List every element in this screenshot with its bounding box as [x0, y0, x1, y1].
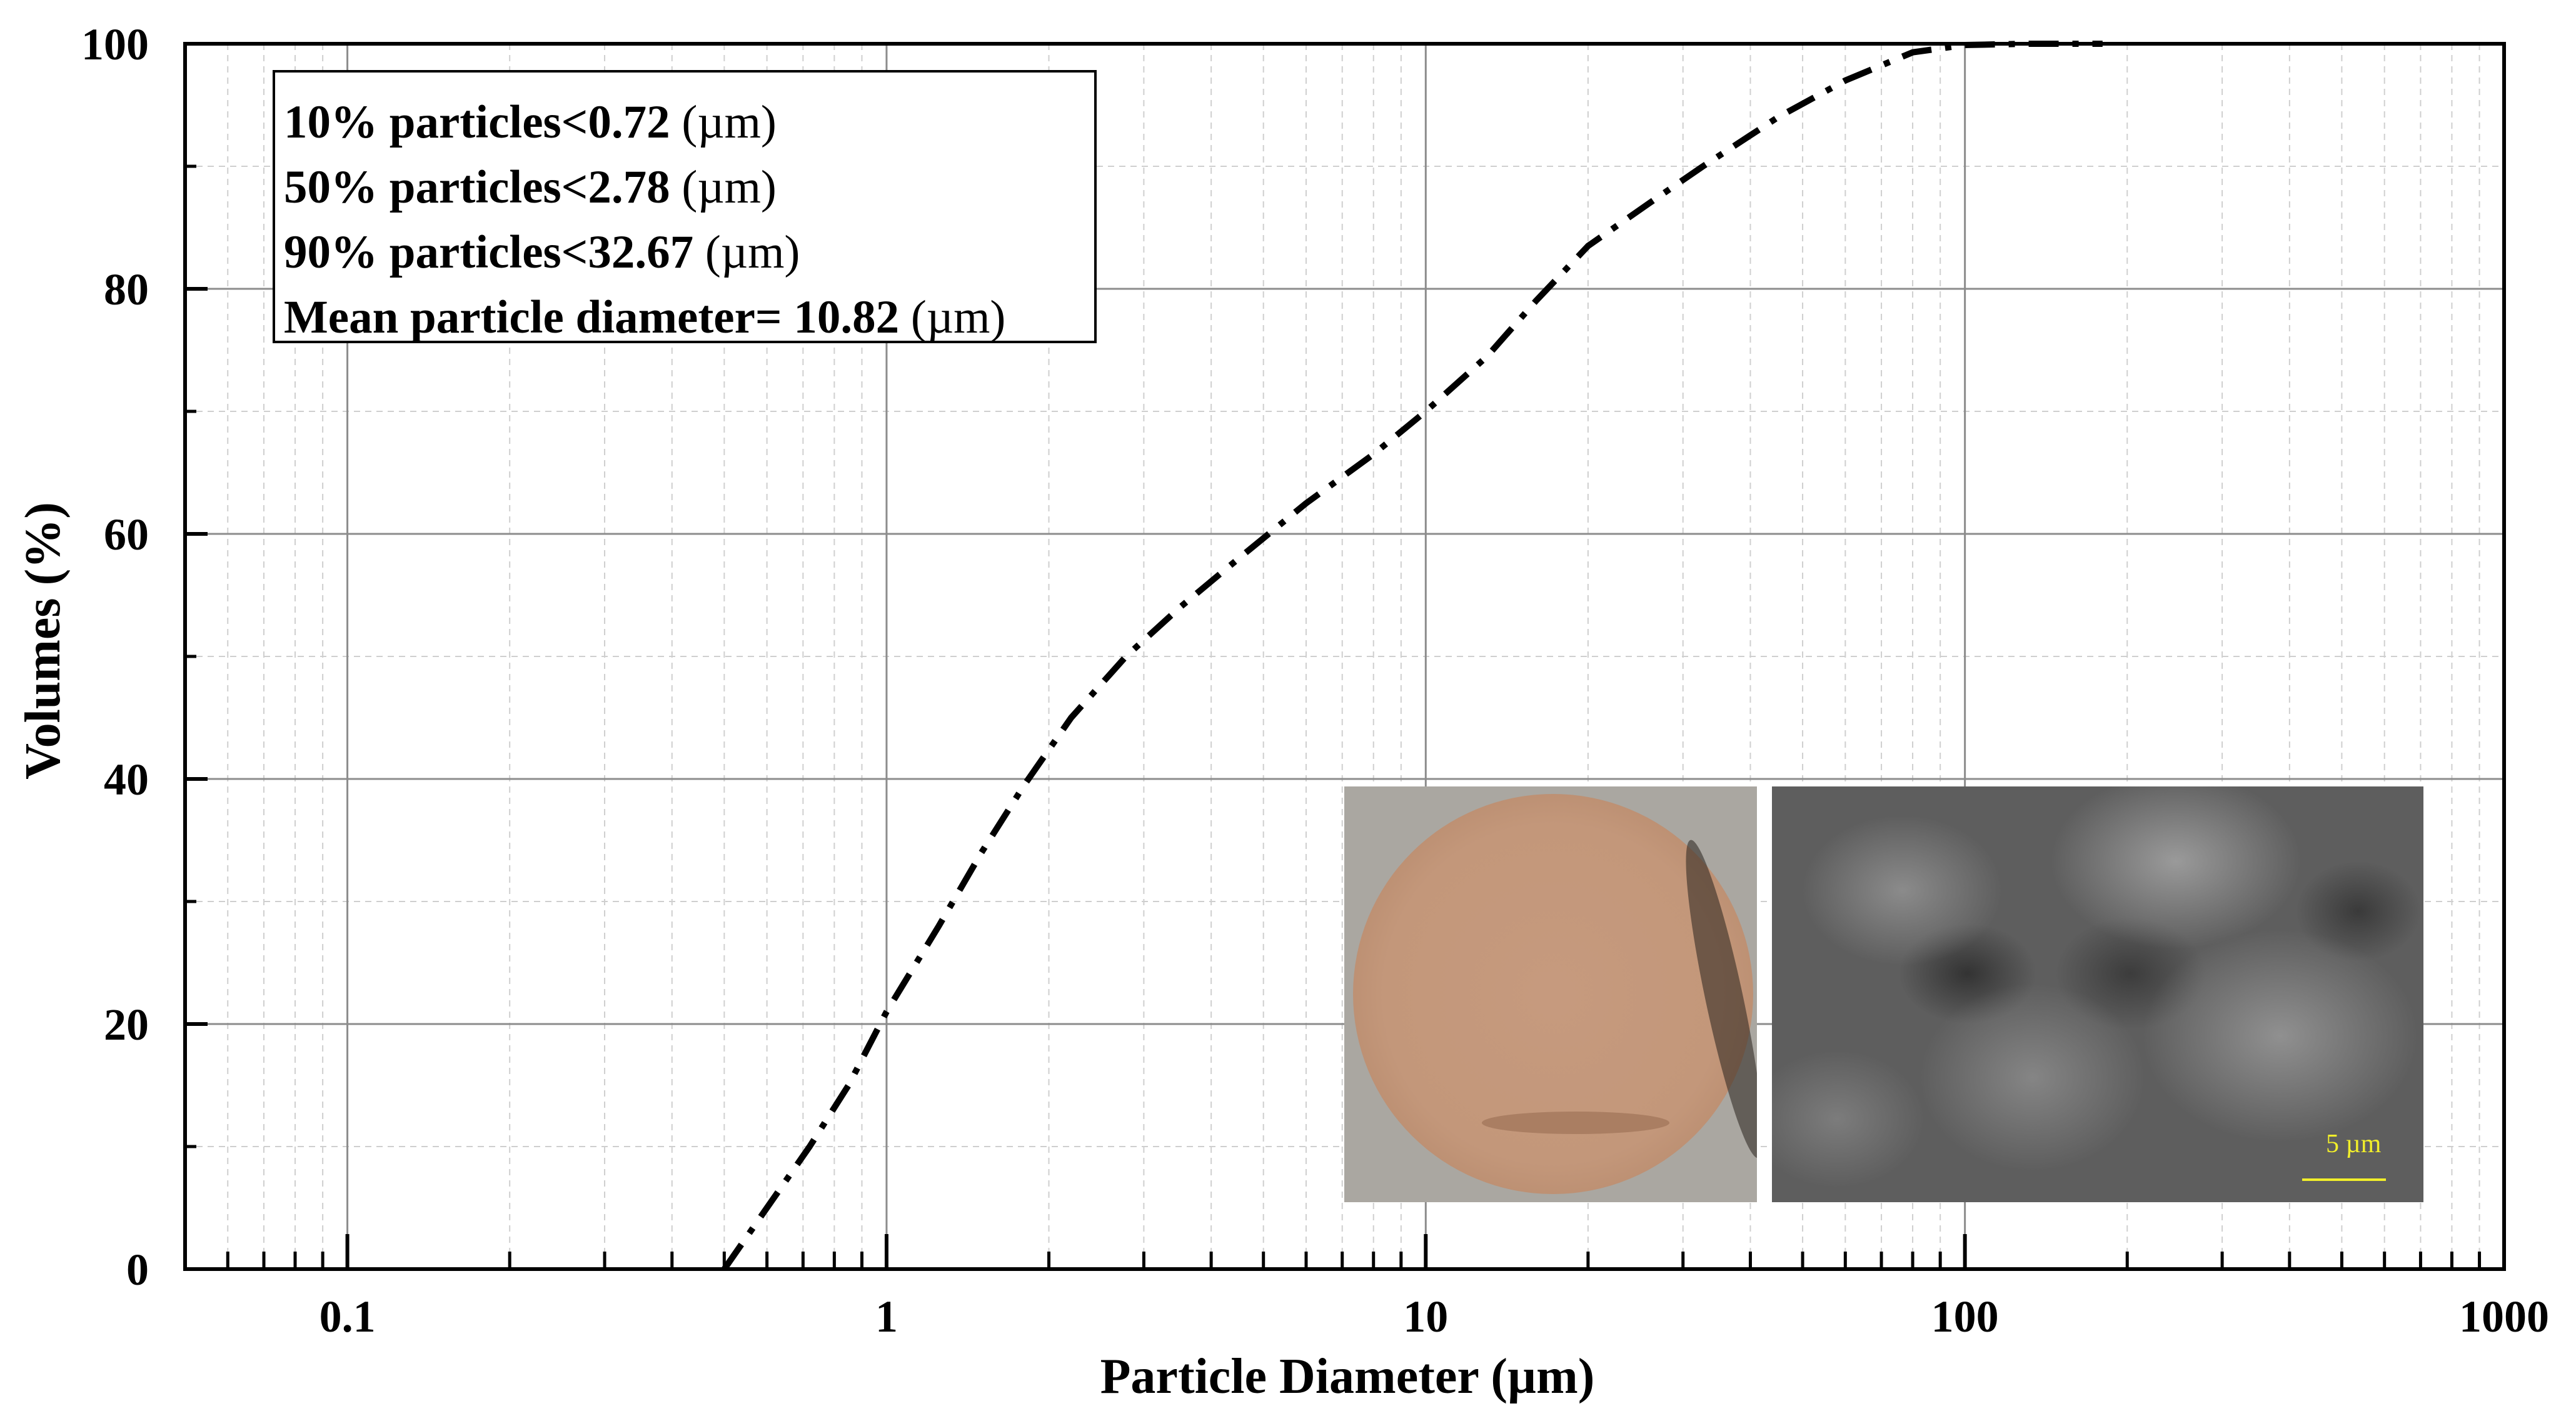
- series-group: [722, 41, 2103, 1271]
- d90-unit: (µm): [705, 226, 800, 278]
- mean-line: Mean particle diameter= 10.82 (µm): [284, 285, 1094, 350]
- x-tick-label: 0.1: [319, 1292, 376, 1342]
- mean-unit: (µm): [910, 291, 1006, 343]
- y-tick-label: 100: [81, 19, 149, 69]
- sem-scale-bar: [2302, 1178, 2386, 1181]
- powder-streak: [1482, 1112, 1669, 1134]
- x-tick-label: 100: [1931, 1292, 1999, 1342]
- powder-dish-photo: [1344, 786, 1757, 1202]
- y-tick-label: 40: [104, 755, 149, 805]
- d10-line: 10% particles<0.72 (µm): [284, 90, 1094, 155]
- d10-unit: (µm): [682, 96, 777, 148]
- d50-label: 50% particles<2.78: [284, 161, 670, 213]
- y-tick-label: 20: [104, 1000, 149, 1050]
- d50-unit: (µm): [682, 161, 777, 213]
- x-tick-label: 10: [1403, 1292, 1448, 1342]
- d90-label: 90% particles<32.67: [284, 226, 694, 278]
- y-axis-title: Volumes (%): [16, 502, 71, 780]
- x-tick-labels: 0.1 1 10 100 1000: [319, 1292, 2549, 1342]
- sem-scale-label: 5 µm: [2326, 1130, 2382, 1158]
- d90-line: 90% particles<32.67 (µm): [284, 220, 1094, 285]
- y-tick-label: 60: [104, 510, 149, 560]
- plot-frame: [183, 42, 2506, 1271]
- y-tick-labels: 0 20 40 60 80 100: [81, 19, 149, 1295]
- d50-line: 50% particles<2.78 (µm): [284, 155, 1094, 220]
- x-axis-title: Particle Diameter (µm): [1100, 1349, 1595, 1404]
- y-tick-label: 80: [104, 264, 149, 314]
- mean-label: Mean particle diameter= 10.82: [284, 291, 900, 343]
- y-axis-ticks: [185, 42, 208, 1271]
- series-line-cumulative-volume: [722, 41, 2103, 1271]
- sem-micrograph: 5 µm: [1772, 786, 2423, 1202]
- x-axis-ticks: [226, 1234, 2506, 1269]
- statistics-legend-box: 10% particles<0.72 (µm) 50% particles<2.…: [273, 70, 1097, 343]
- d10-label: 10% particles<0.72: [284, 96, 670, 148]
- y-tick-label: 0: [126, 1245, 149, 1295]
- x-tick-label: 1: [875, 1292, 898, 1342]
- x-tick-label: 1000: [2459, 1292, 2549, 1342]
